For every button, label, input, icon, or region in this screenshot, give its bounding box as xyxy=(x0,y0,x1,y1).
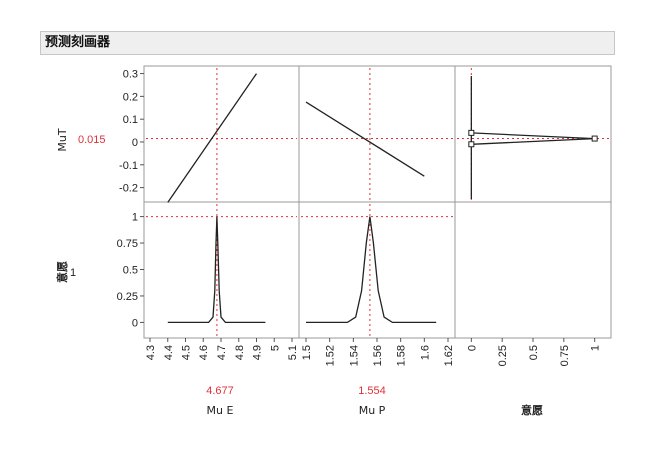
profiler-title-bar[interactable]: 预测刻画器 xyxy=(40,31,615,55)
x-tick-label: 4.6 xyxy=(198,345,210,360)
x-tick-label: 5 xyxy=(269,345,281,351)
x-tick-label: 4.3 xyxy=(145,345,157,360)
series-line xyxy=(471,132,595,140)
x-tick-label: 4.9 xyxy=(252,345,264,360)
col-label-mu-e: Mu E xyxy=(207,404,234,417)
x-tick-label: 4.5 xyxy=(181,345,193,360)
y-tick-label: 0.25 xyxy=(117,291,138,303)
series-line xyxy=(471,137,595,145)
col-value-mu-p[interactable]: 1.554 xyxy=(358,385,386,397)
x-tick-label: 0.25 xyxy=(497,345,509,366)
panel-desirability-vs-mup xyxy=(298,201,456,339)
col-label-mu-p: Mu P xyxy=(359,404,386,417)
row-label-desirability: 意愿 xyxy=(55,261,69,283)
panel-mut-vs-desirability xyxy=(454,65,612,203)
y-tick-label: 0.75 xyxy=(117,238,138,250)
panel-mut-vs-mue xyxy=(143,65,300,203)
series-line xyxy=(305,101,425,177)
row-value-mut[interactable]: 0.015 xyxy=(78,134,106,146)
y-tick-label: -0.2 xyxy=(119,183,138,195)
x-tick-label: 4.4 xyxy=(163,345,175,360)
desirability-handle[interactable] xyxy=(591,135,598,142)
x-tick-label: 1.62 xyxy=(443,345,455,366)
col-value-mu-e[interactable]: 4.677 xyxy=(206,385,234,397)
x-tick-label: 1.52 xyxy=(325,345,337,366)
x-tick-label: 0.75 xyxy=(559,345,571,366)
desirability-handle[interactable] xyxy=(468,141,475,148)
x-tick-label: 1.5 xyxy=(301,345,313,360)
x-tick-label: 0 xyxy=(466,345,478,351)
x-tick-label: 4.7 xyxy=(216,345,228,360)
x-tick-label: 1 xyxy=(590,345,602,351)
x-tick-label: 0.5 xyxy=(528,345,540,360)
x-tick-label: 1.54 xyxy=(348,345,360,366)
series-line xyxy=(306,216,437,324)
series-line xyxy=(167,73,258,203)
y-tick-label: -0.1 xyxy=(119,160,138,172)
y-tick-label: 0 xyxy=(132,317,138,329)
y-tick-label: 0.5 xyxy=(123,265,138,277)
row-label-mut: MuT xyxy=(56,128,69,151)
col-label-desirability: 意愿 xyxy=(521,403,543,417)
x-tick-label: 4.8 xyxy=(234,345,246,360)
series-line xyxy=(167,216,266,324)
y-tick-label: 0.3 xyxy=(123,69,138,81)
panel-mut-vs-mup xyxy=(298,65,456,203)
desirability-handle[interactable] xyxy=(468,129,475,136)
y-tick-label: 0.2 xyxy=(123,91,138,103)
y-tick-label: 1 xyxy=(132,212,138,224)
panel-empty xyxy=(454,201,612,339)
y-tick-label: 0 xyxy=(132,137,138,149)
x-tick-label: 1.56 xyxy=(372,345,384,366)
x-tick-label: 1.58 xyxy=(396,345,408,366)
row-sublabel-desirability: 1 xyxy=(70,267,76,279)
x-tick-label: 5.1 xyxy=(287,345,299,360)
x-tick-label: 1.6 xyxy=(419,345,431,360)
y-tick-label: 0.1 xyxy=(123,114,138,126)
